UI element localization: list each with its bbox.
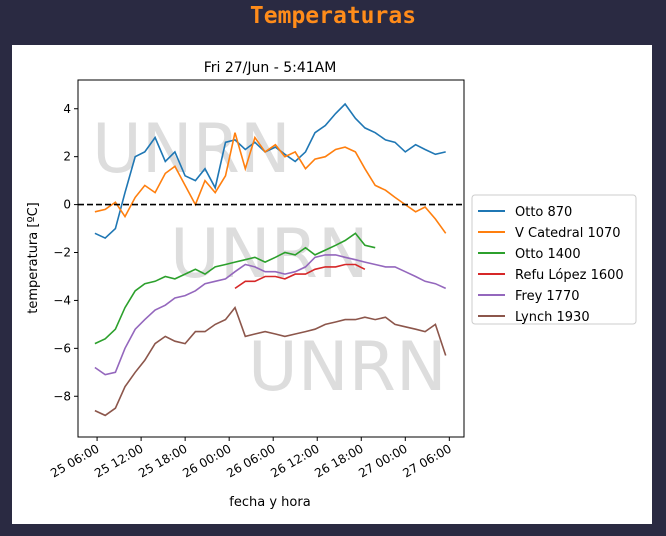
watermark: UNRN UNRN UNRN [92, 110, 447, 407]
legend: Otto 870 V Catedral 1070 Otto 1400 Refu Lóp… [471, 194, 637, 325]
series-line-5 [94, 305, 447, 417]
series-line-4 [94, 254, 447, 376]
legend-box [471, 194, 637, 325]
series-line-2 [94, 232, 376, 345]
x-tick-label: 26 12:00 [268, 441, 321, 480]
x-tick-label: 25 18:00 [136, 441, 189, 480]
y-tick-label: −2 [53, 246, 71, 260]
x-tick-label: 26 18:00 [312, 441, 365, 480]
y-tick-label: 4 [63, 102, 71, 116]
y-tick-label: −8 [53, 389, 71, 403]
plot-frame [77, 79, 465, 438]
page-title: Temperaturas [249, 3, 417, 29]
legend-label: Frey 1770 [515, 289, 580, 304]
legend-label: Refu López 1600 [515, 268, 624, 283]
y-tick-label: −6 [53, 341, 71, 355]
y-tick-label: 2 [63, 150, 71, 164]
x-tick-label: 27 00:00 [356, 441, 409, 480]
series-line-0 [94, 102, 446, 240]
legend-label: Otto 1400 [515, 247, 581, 262]
y-tick-label: −4 [53, 293, 71, 307]
watermark-text: UNRN [170, 215, 369, 294]
series-line-3 [234, 263, 366, 290]
series-line-1 [94, 132, 447, 234]
x-tick-label: 25 12:00 [92, 441, 145, 480]
legend-label: V Catedral 1070 [515, 226, 621, 241]
x-tick-label: 26 06:00 [224, 441, 277, 480]
legend-label: Lynch 1930 [515, 310, 590, 325]
y-axis: 4 2 0 −2 −4 −6 −8 [53, 102, 78, 403]
y-tick-label: 0 [63, 198, 71, 212]
chart-title: Fri 27/Jun - 5:41AM [204, 60, 337, 76]
watermark-text: UNRN [248, 328, 447, 407]
x-tick-label: 26 00:00 [180, 441, 233, 480]
y-axis-label: temperatura [ºC] [26, 202, 41, 313]
series-lines [94, 102, 447, 417]
legend-label: Otto 870 [515, 205, 572, 220]
x-tick-label: 25 06:00 [48, 441, 101, 480]
x-axis-label: fecha y hora [229, 495, 310, 510]
x-tick-label: 27 06:00 [400, 441, 453, 480]
watermark-text: UNRN [92, 110, 291, 189]
